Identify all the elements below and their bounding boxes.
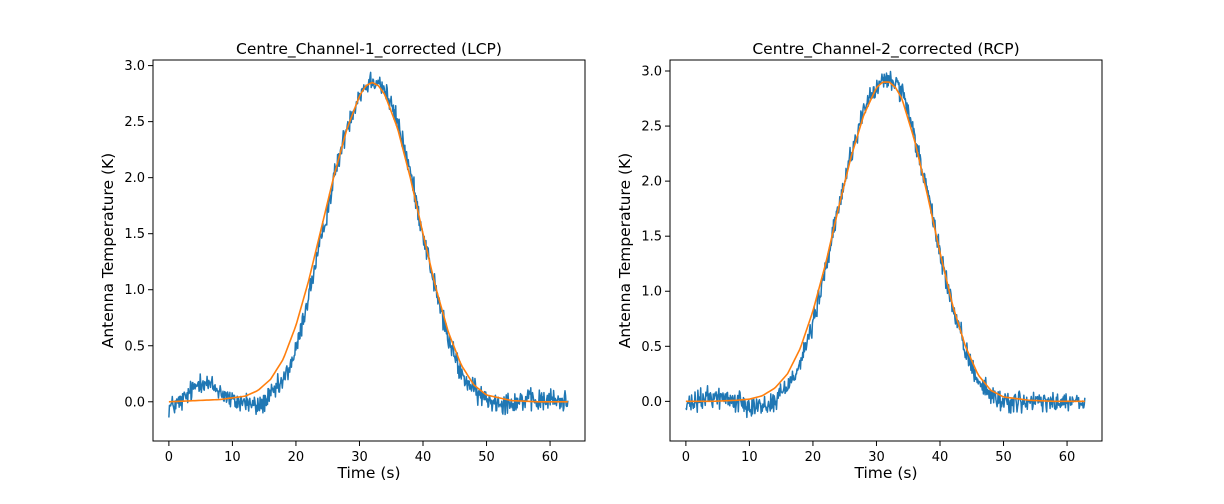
- x-axis-label: Time (s): [853, 464, 917, 482]
- plot-frame: [152, 59, 586, 442]
- x-tick-label: 60: [1059, 450, 1076, 465]
- series-line-2: [168, 81, 568, 403]
- series-group: [168, 71, 569, 418]
- series-group: [685, 70, 1086, 419]
- x-axis-label: Time (s): [336, 464, 400, 482]
- y-tick-label: 1.0: [641, 285, 662, 300]
- y-tick-label: 2.5: [641, 120, 662, 135]
- series-line-2: [685, 81, 1085, 403]
- x-tick-label: 30: [351, 450, 368, 465]
- y-tick-label: 2.0: [124, 171, 145, 186]
- y-tick-label: 1.5: [641, 230, 662, 245]
- x-tick-label: 10: [741, 450, 758, 465]
- x-tick-label: 60: [542, 450, 559, 465]
- chart-title: Centre_Channel-1_corrected (LCP): [236, 40, 502, 59]
- x-tick-label: 50: [995, 450, 1012, 465]
- y-tick-label: 0.5: [641, 340, 662, 355]
- x-tick-label: 40: [415, 450, 432, 465]
- y-tick-label: 0.0: [641, 395, 662, 410]
- x-tick-label: 0: [682, 450, 690, 465]
- x-tick-label: 20: [805, 450, 822, 465]
- chart-title: Centre_Channel-2_corrected (RCP): [752, 40, 1019, 59]
- x-tick-label: 40: [932, 450, 949, 465]
- plot-frame: [669, 59, 1103, 442]
- x-tick-label: 0: [165, 450, 173, 465]
- y-tick-label: 2.5: [124, 115, 145, 130]
- y-tick-label: 3.0: [641, 65, 662, 80]
- y-axis-label: Antenna Temperature (K): [616, 153, 634, 348]
- y-tick-label: 2.0: [641, 175, 662, 190]
- chart-2: 0 10 20 30 40 50 60 0.0 0.5 1.0 1.5 2.0 2.5 3.0 Centre…: [616, 40, 1103, 482]
- y-tick-label: 1.0: [124, 283, 145, 298]
- chart-1: 0 10 20 30 40 50 60 0.0 0.5 1.0 1.5 2.0 2.5 3.0 Centre…: [99, 40, 586, 482]
- y-tick-label: 1.5: [124, 227, 145, 242]
- plots: 0 10 20 30 40 50 60 0.0 0.5 1.0 1.5 2.0 2.5 3.0 Centre…: [99, 40, 1103, 482]
- x-tick-label: 30: [868, 450, 885, 465]
- y-tick-label: 3.0: [124, 59, 145, 74]
- y-axis-label: Antenna Temperature (K): [99, 153, 117, 348]
- x-tick-label: 20: [288, 450, 305, 465]
- x-tick-label: 10: [224, 450, 241, 465]
- y-tick-label: 0.5: [124, 339, 145, 354]
- x-tick-label: 50: [478, 450, 495, 465]
- series-line-1: [685, 70, 1086, 419]
- y-tick-label: 0.0: [124, 395, 145, 410]
